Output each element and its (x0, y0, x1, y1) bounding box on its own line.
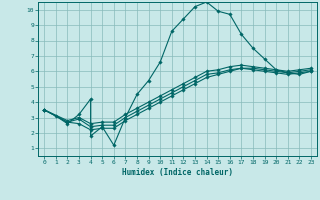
X-axis label: Humidex (Indice chaleur): Humidex (Indice chaleur) (122, 168, 233, 177)
